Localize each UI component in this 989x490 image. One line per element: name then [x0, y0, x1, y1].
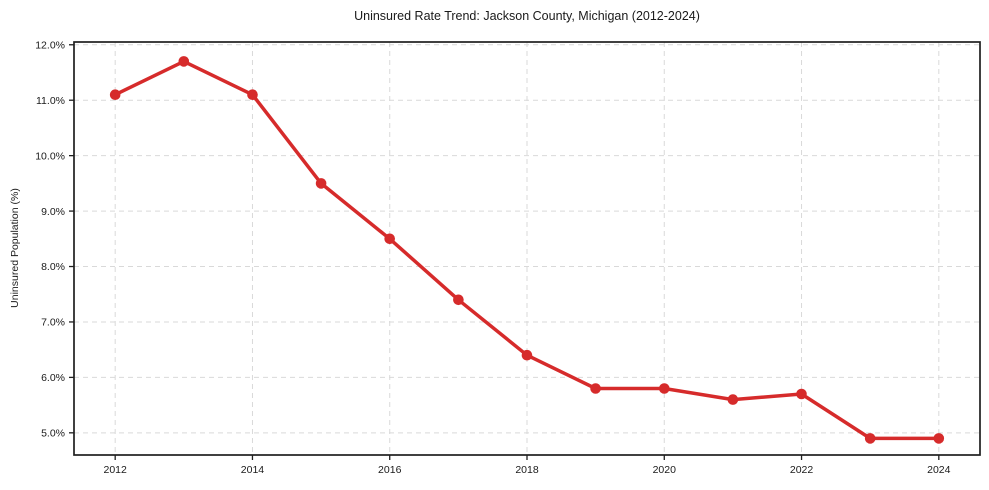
data-point-marker: [796, 388, 807, 400]
y-tick-label: 8.0%: [41, 261, 65, 273]
axes-layer: 5.0% 6.0% 7.0% 8.0% 9.0% 10.0% 11.0% 12.0% 2012 2…: [35, 39, 981, 476]
x-tick-label: 2018: [515, 464, 539, 476]
data-point-marker: [864, 433, 876, 444]
data-point-marker: [109, 89, 121, 100]
data-point-marker: [453, 294, 464, 306]
data-point-marker: [659, 383, 670, 394]
data-point-marker: [315, 178, 327, 189]
grid-layer: [74, 42, 980, 455]
x-tick-label: 2016: [378, 464, 402, 476]
y-axis-label: Uninsured Population (%): [9, 188, 21, 308]
data-point-marker: [933, 433, 945, 444]
y-tick-label: 7.0%: [41, 317, 65, 329]
x-tick-label: 2020: [653, 464, 677, 476]
data-point-marker: [178, 56, 190, 67]
y-tick-label: 10.0%: [35, 150, 65, 162]
chart-title: Uninsured Rate Trend: Jackson County, Mi…: [354, 9, 700, 23]
y-tick-label: 11.0%: [36, 95, 65, 107]
y-tick-label: 9.0%: [41, 206, 65, 218]
data-point-marker: [590, 383, 601, 394]
y-tick-label: 6.0%: [41, 372, 65, 384]
x-tick-label: 2024: [927, 464, 951, 476]
data-series-layer: [109, 56, 945, 444]
data-point-marker: [727, 394, 739, 405]
y-tick-label: 5.0%: [41, 428, 65, 440]
x-tick-label: 2012: [104, 464, 128, 476]
y-tick-label: 12.0%: [35, 39, 65, 51]
data-point-marker: [521, 349, 533, 361]
data-point-marker: [247, 89, 258, 100]
x-tick-label: 2014: [241, 464, 265, 476]
x-tick-label: 2022: [790, 464, 814, 476]
data-point-marker: [384, 233, 396, 245]
